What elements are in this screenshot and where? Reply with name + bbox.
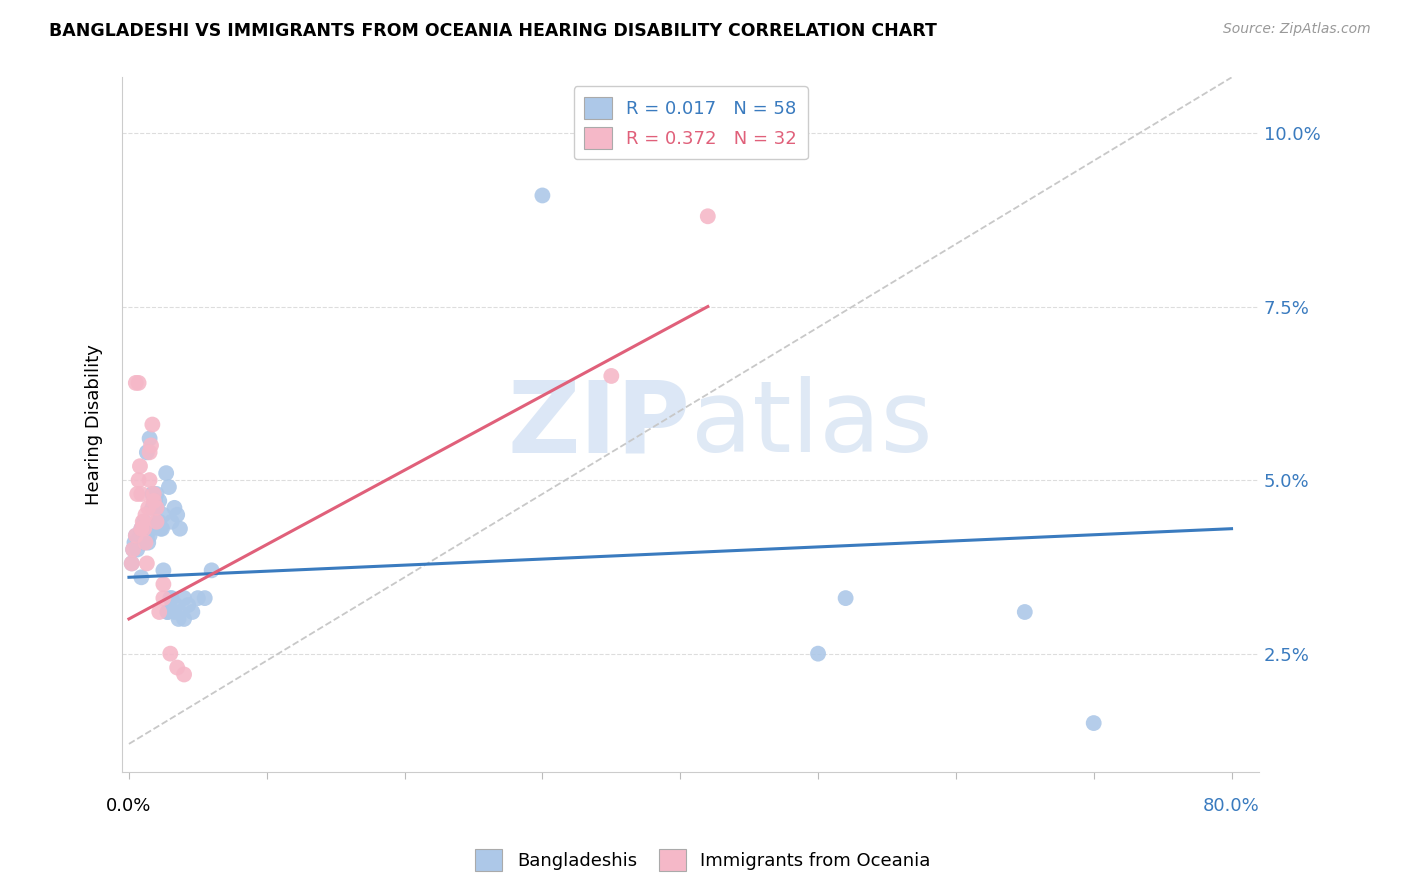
- Point: [149, 522, 172, 536]
- Point: [121, 557, 143, 571]
- Point: [166, 508, 188, 522]
- Point: [146, 515, 169, 529]
- Point: [138, 528, 160, 542]
- Text: ZIP: ZIP: [508, 376, 690, 473]
- Point: [131, 522, 153, 536]
- Point: [600, 368, 623, 383]
- Point: [143, 494, 166, 508]
- Point: [135, 557, 157, 571]
- Point: [152, 563, 174, 577]
- Point: [531, 188, 554, 202]
- Point: [166, 660, 188, 674]
- Point: [148, 605, 170, 619]
- Point: [125, 528, 148, 542]
- Legend: Bangladeshis, Immigrants from Oceania: Bangladeshis, Immigrants from Oceania: [468, 842, 938, 879]
- Point: [131, 522, 153, 536]
- Point: [134, 535, 156, 549]
- Point: [122, 542, 145, 557]
- Point: [129, 528, 152, 542]
- Point: [201, 563, 224, 577]
- Point: [121, 557, 143, 571]
- Point: [135, 445, 157, 459]
- Point: [128, 535, 150, 549]
- Point: [159, 591, 181, 606]
- Point: [129, 459, 152, 474]
- Point: [1083, 716, 1105, 731]
- Point: [142, 487, 165, 501]
- Point: [131, 570, 153, 584]
- Point: [138, 432, 160, 446]
- Point: [134, 522, 156, 536]
- Point: [135, 528, 157, 542]
- Point: [141, 487, 163, 501]
- Point: [156, 605, 179, 619]
- Point: [128, 473, 150, 487]
- Point: [124, 535, 146, 549]
- Text: BANGLADESHI VS IMMIGRANTS FROM OCEANIA HEARING DISABILITY CORRELATION CHART: BANGLADESHI VS IMMIGRANTS FROM OCEANIA H…: [49, 22, 936, 40]
- Point: [136, 535, 159, 549]
- Point: [134, 508, 156, 522]
- Legend: R = 0.017   N = 58, R = 0.372   N = 32: R = 0.017 N = 58, R = 0.372 N = 32: [574, 87, 807, 160]
- Point: [169, 522, 191, 536]
- Point: [132, 528, 155, 542]
- Point: [155, 466, 177, 480]
- Point: [136, 500, 159, 515]
- Point: [148, 494, 170, 508]
- Point: [157, 480, 180, 494]
- Point: [139, 522, 162, 536]
- Point: [128, 376, 150, 390]
- Point: [141, 417, 163, 432]
- Text: Source: ZipAtlas.com: Source: ZipAtlas.com: [1223, 22, 1371, 37]
- Point: [160, 515, 183, 529]
- Point: [132, 535, 155, 549]
- Point: [125, 528, 148, 542]
- Point: [807, 647, 830, 661]
- Point: [181, 605, 204, 619]
- Point: [145, 515, 167, 529]
- Point: [173, 612, 195, 626]
- Point: [138, 445, 160, 459]
- Point: [152, 508, 174, 522]
- Point: [132, 515, 155, 529]
- Point: [152, 591, 174, 606]
- Point: [138, 473, 160, 487]
- Point: [132, 522, 155, 536]
- Point: [145, 487, 167, 501]
- Point: [145, 500, 167, 515]
- Point: [132, 515, 155, 529]
- Point: [145, 500, 167, 515]
- Point: [177, 598, 200, 612]
- Point: [141, 500, 163, 515]
- Point: [194, 591, 217, 606]
- Text: 0.0%: 0.0%: [107, 797, 152, 814]
- Y-axis label: Hearing Disability: Hearing Disability: [86, 344, 103, 505]
- Point: [139, 438, 162, 452]
- Point: [165, 598, 187, 612]
- Point: [131, 487, 153, 501]
- Point: [125, 376, 148, 390]
- Point: [1014, 605, 1036, 619]
- Point: [169, 605, 191, 619]
- Point: [163, 500, 186, 515]
- Point: [159, 647, 181, 661]
- Point: [142, 487, 165, 501]
- Point: [127, 487, 149, 501]
- Point: [834, 591, 856, 606]
- Point: [167, 612, 190, 626]
- Point: [148, 515, 170, 529]
- Point: [152, 577, 174, 591]
- Text: 80.0%: 80.0%: [1204, 797, 1260, 814]
- Point: [173, 667, 195, 681]
- Point: [160, 591, 183, 606]
- Text: atlas: atlas: [690, 376, 932, 473]
- Point: [150, 522, 173, 536]
- Point: [173, 591, 195, 606]
- Point: [187, 591, 209, 606]
- Point: [142, 494, 165, 508]
- Point: [122, 542, 145, 557]
- Point: [156, 605, 179, 619]
- Point: [127, 542, 149, 557]
- Point: [696, 209, 718, 223]
- Point: [163, 605, 186, 619]
